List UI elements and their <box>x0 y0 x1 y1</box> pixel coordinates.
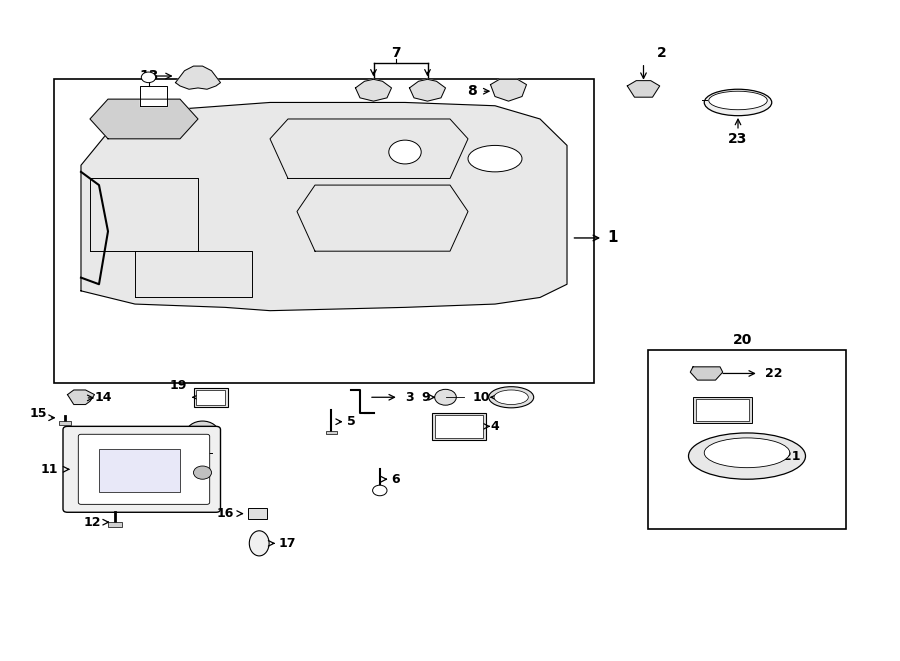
Text: 1: 1 <box>608 231 618 245</box>
Bar <box>108 522 122 527</box>
Bar <box>435 415 483 438</box>
FancyBboxPatch shape <box>63 426 220 512</box>
Polygon shape <box>68 390 94 405</box>
Circle shape <box>186 421 219 445</box>
Text: 9: 9 <box>421 391 430 404</box>
Bar <box>99 449 180 492</box>
Polygon shape <box>690 367 723 380</box>
Text: 11: 11 <box>41 463 58 476</box>
Text: 10: 10 <box>473 391 491 404</box>
Polygon shape <box>410 79 446 101</box>
FancyBboxPatch shape <box>78 434 210 504</box>
Polygon shape <box>356 79 392 101</box>
Circle shape <box>373 485 387 496</box>
Bar <box>693 397 752 423</box>
Text: 15: 15 <box>30 407 47 420</box>
Circle shape <box>435 389 456 405</box>
Circle shape <box>389 140 421 164</box>
Ellipse shape <box>709 91 767 110</box>
Bar <box>196 390 225 405</box>
Ellipse shape <box>494 390 528 405</box>
Circle shape <box>141 72 156 83</box>
Text: 17: 17 <box>279 537 296 550</box>
Bar <box>648 350 846 529</box>
Text: 19: 19 <box>170 379 187 392</box>
Text: 14: 14 <box>94 391 112 405</box>
Bar <box>696 399 749 421</box>
Bar <box>248 508 267 519</box>
Ellipse shape <box>249 531 269 556</box>
Polygon shape <box>627 81 660 97</box>
Text: 2: 2 <box>657 46 666 60</box>
Text: 23: 23 <box>728 132 748 146</box>
Polygon shape <box>491 79 526 101</box>
Bar <box>58 421 71 425</box>
Text: 22: 22 <box>765 367 782 380</box>
Polygon shape <box>90 99 198 139</box>
Text: 3: 3 <box>405 391 414 404</box>
Text: 18: 18 <box>158 426 176 440</box>
Polygon shape <box>176 66 220 89</box>
Polygon shape <box>81 102 567 311</box>
Text: 5: 5 <box>346 415 356 428</box>
Ellipse shape <box>688 433 806 479</box>
Ellipse shape <box>489 387 534 408</box>
Text: 6: 6 <box>392 473 400 486</box>
Text: 13: 13 <box>140 69 159 83</box>
Text: 12: 12 <box>84 516 101 529</box>
Ellipse shape <box>704 89 772 116</box>
Text: 8: 8 <box>467 84 477 98</box>
Text: 20: 20 <box>733 333 752 348</box>
Polygon shape <box>140 86 166 106</box>
Text: 16: 16 <box>217 507 234 520</box>
Bar <box>194 388 228 407</box>
Ellipse shape <box>704 438 790 468</box>
Ellipse shape <box>468 145 522 172</box>
Text: 7: 7 <box>392 46 400 60</box>
Bar <box>54 79 594 383</box>
Bar <box>432 413 486 440</box>
Text: 4: 4 <box>491 420 500 433</box>
Bar <box>326 431 337 434</box>
Text: 21: 21 <box>783 449 800 463</box>
Circle shape <box>194 466 212 479</box>
